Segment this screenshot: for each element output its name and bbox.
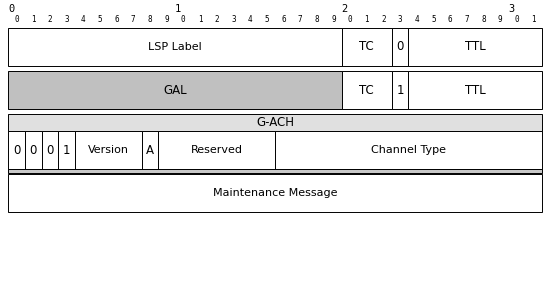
Text: 6: 6	[448, 15, 452, 24]
Text: 1: 1	[31, 15, 36, 24]
Text: Channel Type: Channel Type	[371, 145, 446, 155]
Text: 9: 9	[331, 15, 335, 24]
Text: 0: 0	[30, 144, 37, 156]
Text: 7: 7	[464, 15, 469, 24]
Bar	[58, 131, 75, 169]
Bar	[8, 71, 342, 109]
Text: 1: 1	[531, 15, 536, 24]
Text: LSP Label: LSP Label	[148, 42, 202, 52]
Bar	[8, 28, 342, 66]
Text: 3: 3	[64, 15, 69, 24]
Text: 1: 1	[197, 15, 202, 24]
Bar	[342, 71, 392, 109]
Text: 4: 4	[248, 15, 252, 24]
Bar	[75, 131, 142, 169]
Text: 9: 9	[498, 15, 502, 24]
Text: 5: 5	[431, 15, 436, 24]
Bar	[42, 131, 58, 169]
Text: 0: 0	[514, 15, 519, 24]
Text: Version: Version	[88, 145, 129, 155]
Bar	[8, 131, 25, 169]
Text: 2: 2	[214, 15, 219, 24]
Text: 0: 0	[181, 15, 185, 24]
Bar	[392, 71, 408, 109]
Text: TTL: TTL	[465, 84, 486, 96]
Text: 2: 2	[342, 4, 348, 14]
Bar	[8, 114, 542, 131]
Text: 0: 0	[348, 15, 353, 24]
Text: 7: 7	[131, 15, 136, 24]
Text: 1: 1	[365, 15, 369, 24]
Text: 3: 3	[508, 4, 515, 14]
Text: 0: 0	[8, 4, 14, 14]
Text: 4: 4	[81, 15, 86, 24]
Text: 8: 8	[481, 15, 486, 24]
Bar	[342, 28, 392, 66]
Text: 0: 0	[397, 40, 404, 54]
Text: 0: 0	[13, 144, 20, 156]
Bar	[408, 71, 542, 109]
Text: TTL: TTL	[465, 40, 486, 54]
Text: 1: 1	[175, 4, 181, 14]
Bar	[142, 131, 158, 169]
Text: 3: 3	[231, 15, 235, 24]
Bar	[408, 28, 542, 66]
Text: 1: 1	[63, 144, 70, 156]
Bar	[8, 174, 542, 212]
Bar	[158, 131, 275, 169]
Text: 3: 3	[398, 15, 403, 24]
Text: 6: 6	[281, 15, 285, 24]
Text: GAL: GAL	[163, 84, 187, 96]
Text: 4: 4	[414, 15, 419, 24]
Text: Maintenance Message: Maintenance Message	[213, 188, 337, 198]
Bar	[275, 131, 542, 169]
Text: Reserved: Reserved	[191, 145, 243, 155]
Text: TC: TC	[359, 40, 374, 54]
Text: 8: 8	[315, 15, 319, 24]
Bar	[392, 28, 408, 66]
Text: TC: TC	[359, 84, 374, 96]
Text: 0: 0	[46, 144, 53, 156]
Bar	[25, 131, 42, 169]
Text: 8: 8	[147, 15, 152, 24]
Text: 5: 5	[265, 15, 269, 24]
Text: A: A	[146, 144, 154, 156]
Text: 1: 1	[397, 84, 404, 96]
Text: 5: 5	[98, 15, 102, 24]
Text: 0: 0	[14, 15, 19, 24]
Text: 2: 2	[48, 15, 52, 24]
Text: G-ACH: G-ACH	[256, 116, 294, 129]
Text: 6: 6	[114, 15, 119, 24]
Text: 2: 2	[381, 15, 386, 24]
Bar	[8, 169, 542, 173]
Text: 9: 9	[164, 15, 169, 24]
Text: 7: 7	[298, 15, 302, 24]
